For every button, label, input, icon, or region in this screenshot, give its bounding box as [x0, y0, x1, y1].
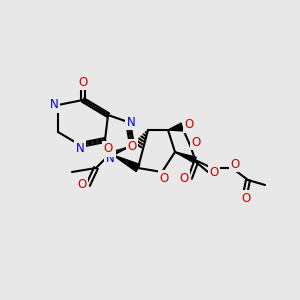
Text: O: O	[78, 76, 88, 88]
Polygon shape	[168, 123, 183, 131]
Text: O: O	[77, 178, 87, 191]
Text: O: O	[230, 158, 240, 170]
Text: O: O	[184, 118, 194, 131]
Text: O: O	[191, 136, 201, 148]
Text: O: O	[209, 167, 219, 179]
Polygon shape	[113, 155, 140, 172]
Text: N: N	[127, 116, 135, 128]
Text: N: N	[76, 142, 84, 154]
Text: O: O	[103, 142, 112, 155]
Polygon shape	[175, 152, 196, 163]
Text: O: O	[159, 172, 169, 184]
Text: O: O	[242, 191, 250, 205]
Text: N: N	[106, 152, 114, 164]
Text: O: O	[179, 172, 189, 184]
Text: N: N	[50, 98, 58, 112]
Text: O: O	[128, 140, 136, 154]
